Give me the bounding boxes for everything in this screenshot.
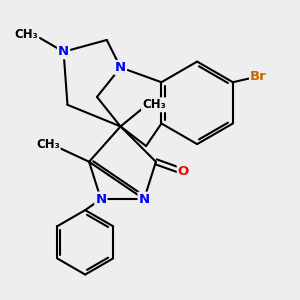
Text: CH₃: CH₃ (14, 28, 38, 40)
Text: Br: Br (250, 70, 267, 83)
Text: CH₃: CH₃ (142, 98, 166, 111)
Text: O: O (178, 165, 189, 178)
Text: N: N (115, 61, 126, 74)
Text: N: N (139, 193, 150, 206)
Text: CH₃: CH₃ (36, 138, 60, 151)
Text: N: N (58, 45, 69, 58)
Text: N: N (95, 193, 106, 206)
